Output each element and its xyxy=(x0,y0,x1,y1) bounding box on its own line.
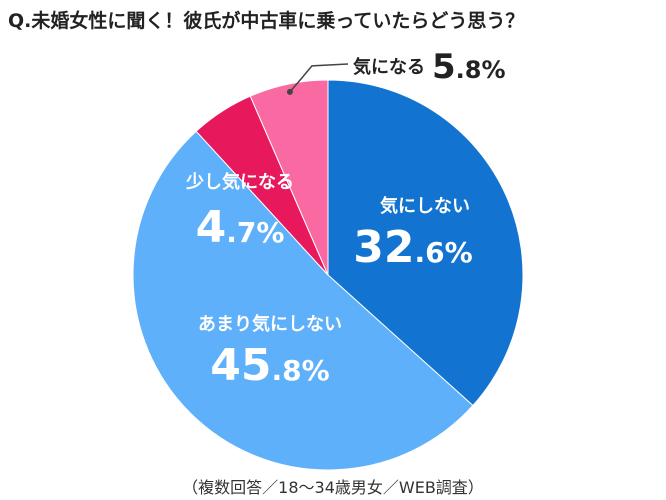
leader-dot xyxy=(286,88,293,95)
slice-label: あまり気にしない xyxy=(198,313,342,335)
chart-note: （複数回答／18～34歳男女／WEB調査） xyxy=(182,478,484,497)
chart-title: Q.未婚女性に聞く！彼氏が中古車に乗っていたらどう思う？ xyxy=(8,10,525,32)
slice-value: 32.6% xyxy=(353,222,472,273)
slice-value: 5.8% xyxy=(432,47,506,87)
slice-kininaru xyxy=(249,79,329,276)
slice-amari-kinishinai xyxy=(132,130,474,471)
slice-kinishinai xyxy=(327,79,524,407)
slice-label: 少し気になる xyxy=(185,171,294,193)
leader-line xyxy=(289,63,349,93)
slice-label: 気にしない xyxy=(380,195,470,217)
slice-value: 45.8% xyxy=(210,340,329,391)
slice-value: 4.7% xyxy=(196,202,285,253)
slice-label: 気になる xyxy=(353,56,425,78)
